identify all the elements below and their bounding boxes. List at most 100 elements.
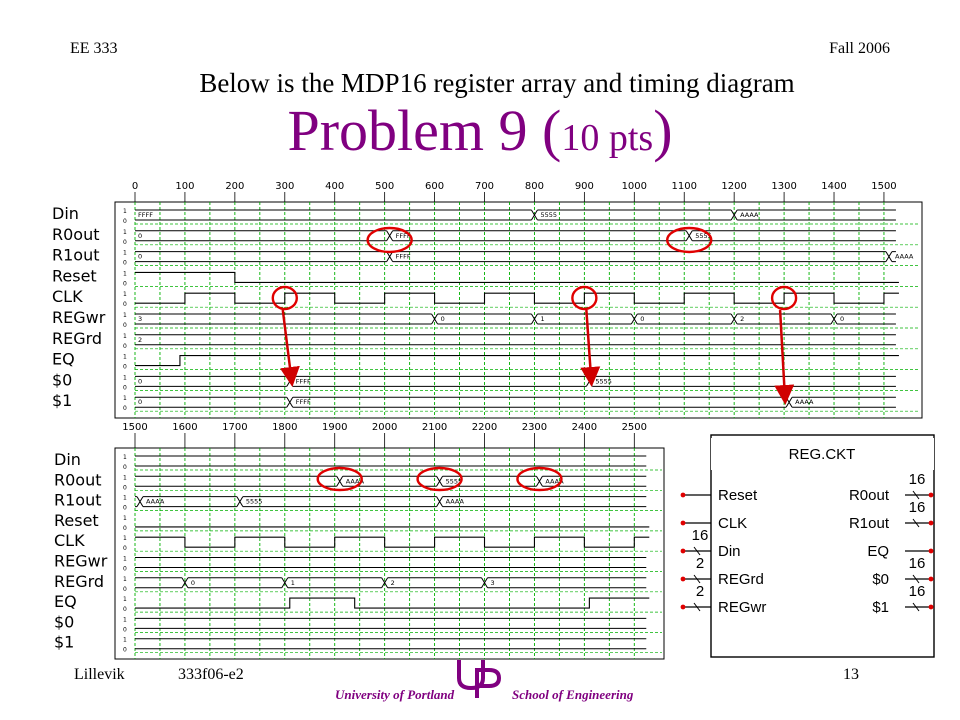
input-pin-dot (680, 520, 686, 526)
bus-value: 5555 (695, 232, 712, 240)
bus-slash (912, 490, 920, 500)
level-low-label: 0 (123, 505, 127, 512)
bus-slash (693, 546, 701, 556)
block-header (711, 438, 934, 470)
signal-name: R0out (52, 225, 100, 244)
output-pin-name: $1 (872, 599, 889, 616)
level-high-label: 1 (123, 474, 127, 481)
bus-waveform (135, 455, 647, 467)
axis-tick-label: 500 (375, 181, 394, 192)
bus-waveform: 2 (135, 334, 896, 346)
level-labels: 10 (123, 596, 127, 613)
level-high-label: 1 (123, 454, 127, 461)
signal-name: $0 (52, 370, 72, 389)
signal-name: R1out (52, 246, 100, 265)
bus-waveform: 0 FFFF 5555 (135, 375, 896, 387)
bus-waveform: AAAA 5555 AAAA (135, 475, 647, 487)
level-high-label: 1 (123, 333, 127, 340)
level-high-label: 1 (123, 556, 127, 563)
bus-value: AAAA (895, 253, 914, 261)
level-labels: 10 (123, 354, 127, 371)
level-low-label: 0 (123, 260, 127, 267)
highlight-circle (666, 226, 713, 254)
axis-tick-label: 1100 (672, 181, 697, 192)
footer-author: Lillevik (74, 666, 125, 683)
bus-value: AAAA (146, 498, 165, 506)
title-points: 10 pts (561, 117, 654, 159)
axis-tick-label: 1500 (122, 422, 147, 433)
bus-transition (730, 313, 738, 325)
timing_bottom-panel: 1500 1600 1700 1800 1900 2000 2100 2200 2300 2400… (54, 422, 665, 660)
level-low-label: 0 (123, 647, 127, 654)
bus-value: 2 (138, 336, 142, 344)
output-bus-width: 16 (909, 555, 926, 572)
signal-row: CLK 10 (52, 287, 920, 308)
signal-name: R1out (54, 491, 102, 510)
bus-value: 3 (138, 315, 142, 323)
bus-value: 5555 (540, 211, 557, 219)
bus-segment (792, 396, 896, 408)
signal-name: REGrd (52, 329, 102, 348)
annotation-arrow (774, 309, 795, 405)
bus-value: 0 (640, 315, 644, 323)
bus-value: FFFF (296, 377, 311, 385)
level-low-label: 0 (123, 343, 127, 350)
axis-tick-label: 1300 (771, 181, 796, 192)
level-low-label: 0 (123, 405, 127, 412)
axis-tick-label: 400 (325, 181, 344, 192)
level-high-label: 1 (123, 515, 127, 522)
bus-segment (135, 577, 182, 589)
input-pin-name: Reset (718, 487, 758, 504)
annotation-arrow (580, 309, 601, 387)
input-bus-width: 2 (696, 555, 704, 572)
signal-name: EQ (54, 592, 77, 611)
signal-row: Reset 10 (54, 511, 662, 532)
bus-value: FFFF (396, 253, 411, 261)
bus-segment (287, 577, 382, 589)
bus-segment (135, 334, 896, 346)
signal-name: Reset (52, 266, 97, 285)
bus-segment (135, 375, 287, 387)
bus-value: 5555 (446, 477, 463, 485)
level-high-label: 1 (123, 250, 127, 257)
output-pin-dot (928, 492, 934, 498)
axis-tick-label: 1600 (172, 422, 197, 433)
bus-transition (386, 251, 394, 262)
bus-segment (537, 209, 732, 221)
logo-school: School of Engineering (512, 687, 634, 702)
axis-tick-label: 1200 (721, 181, 746, 192)
level-labels: 10 (123, 576, 127, 593)
output-pin-name: R1out (849, 515, 890, 532)
slide-subtitle: Below is the MDP16 register array and ti… (199, 68, 795, 98)
axis-tick-label: 1000 (622, 181, 647, 192)
bus-slash (912, 602, 920, 612)
bus-segment (142, 496, 237, 508)
level-high-label: 1 (123, 395, 127, 402)
axis-tick-label: 2500 (622, 422, 647, 433)
bus-value: 2 (391, 579, 395, 587)
course-label: EE 333 (70, 40, 118, 57)
title-main: Problem 9 ( (287, 98, 562, 163)
output-bus-width: 16 (909, 471, 926, 488)
output-pin-name: $0 (872, 571, 889, 588)
level-labels: 10 (123, 270, 127, 287)
bus-segment (135, 638, 647, 650)
axis-tick-label: 1800 (272, 422, 297, 433)
level-labels: 10 (123, 312, 127, 329)
input-pin-name: Din (718, 543, 741, 560)
level-high-label: 1 (123, 495, 127, 502)
level-labels: 10 (123, 637, 127, 654)
signal-name: REGwr (54, 552, 108, 571)
level-low-label: 0 (123, 464, 127, 471)
timing_top-axis: 0 100 200 300 400 500 600 700 800 900 1000 1100 1200… (132, 181, 897, 202)
signal-name: $1 (52, 391, 72, 410)
bus-transition (336, 476, 344, 487)
bus-segment (292, 396, 787, 408)
bus-value: 0 (138, 398, 142, 406)
bus-slash (912, 518, 920, 528)
axis-tick-label: 200 (225, 181, 244, 192)
level-high-label: 1 (123, 637, 127, 644)
level-low-label: 0 (123, 586, 127, 593)
level-low-label: 0 (123, 301, 127, 308)
